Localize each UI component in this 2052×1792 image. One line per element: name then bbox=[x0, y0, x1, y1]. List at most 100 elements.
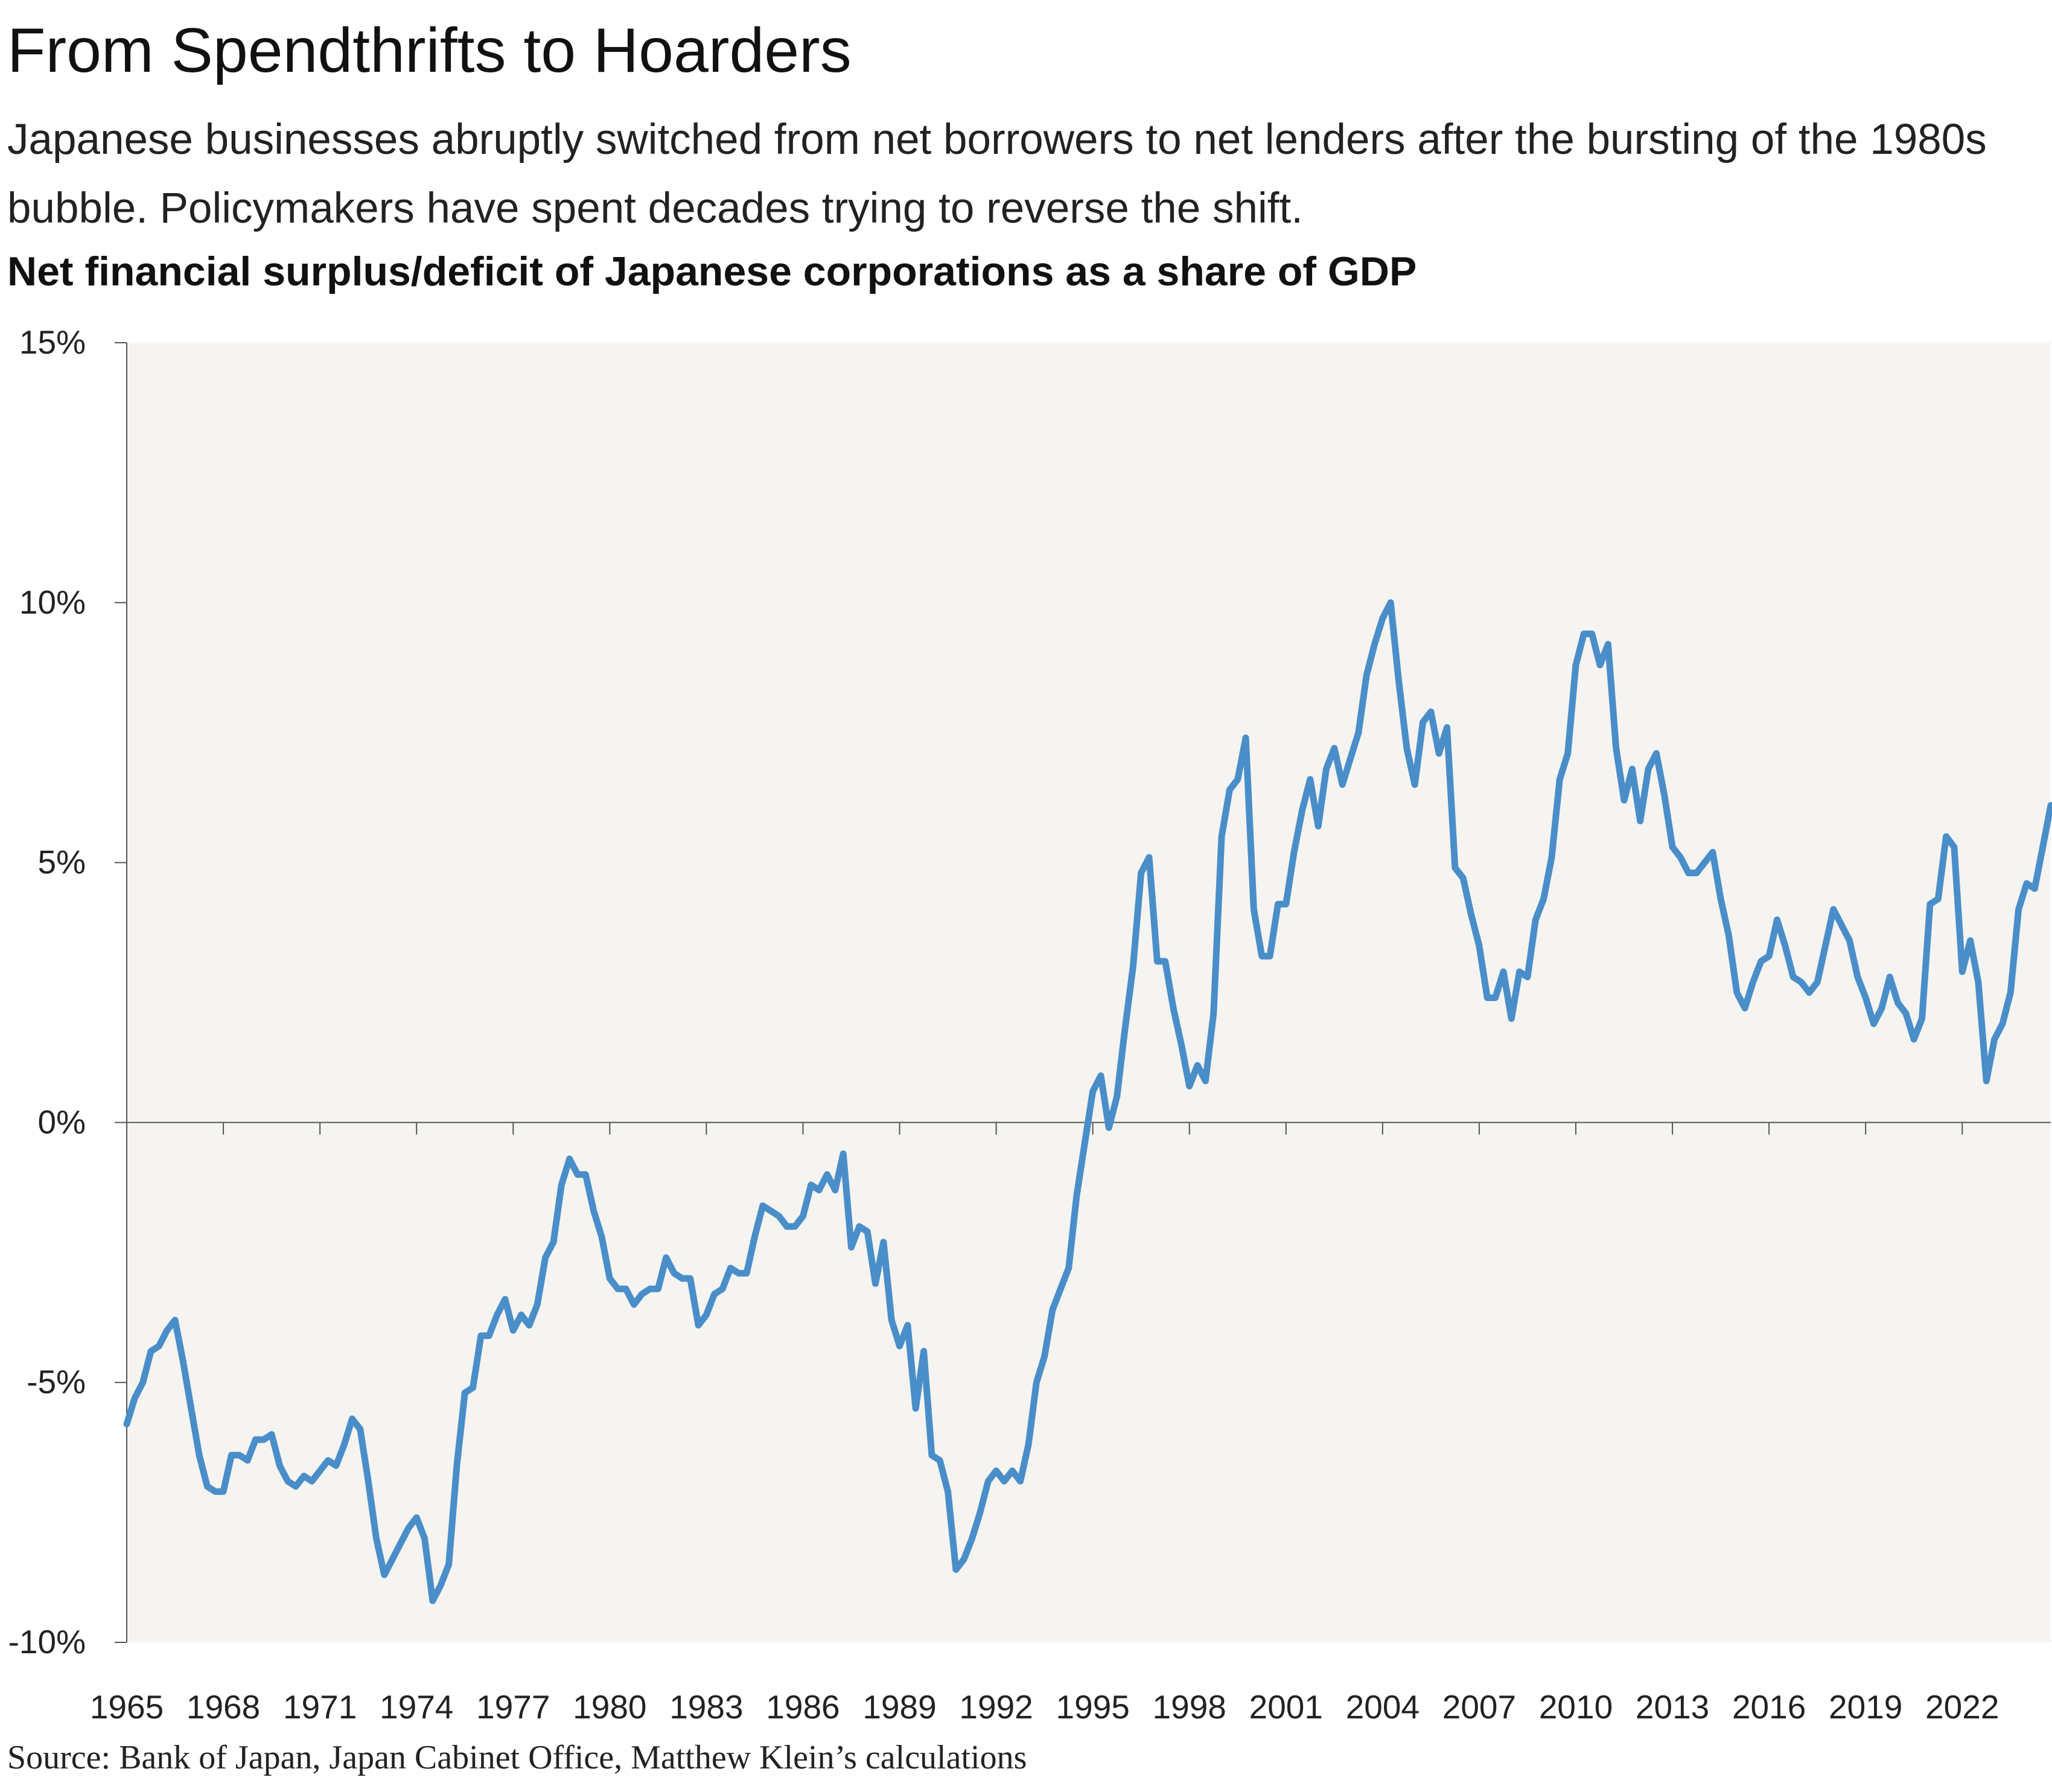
data-point bbox=[212, 1489, 218, 1495]
data-point bbox=[1878, 1005, 1885, 1011]
data-point bbox=[727, 1265, 734, 1271]
x-tick-label: 1986 bbox=[766, 1688, 840, 1726]
series-layer bbox=[123, 599, 2052, 1604]
x-tick-label: 1989 bbox=[862, 1688, 936, 1726]
data-point bbox=[655, 1286, 661, 1292]
data-point bbox=[824, 1171, 830, 1178]
data-point bbox=[301, 1473, 307, 1479]
data-point bbox=[1258, 953, 1265, 959]
data-point bbox=[156, 1342, 162, 1349]
x-tick-label: 1968 bbox=[186, 1688, 260, 1726]
data-point bbox=[518, 1312, 524, 1318]
data-point bbox=[1983, 1078, 1990, 1084]
data-point bbox=[413, 1514, 420, 1521]
data-point bbox=[1621, 797, 1627, 804]
x-tick-label: 2022 bbox=[1925, 1688, 1999, 1726]
data-point bbox=[1516, 968, 1523, 975]
data-point bbox=[663, 1254, 669, 1261]
data-point bbox=[1403, 745, 1410, 751]
data-point bbox=[1299, 807, 1305, 814]
data-point bbox=[1347, 755, 1354, 762]
data-point bbox=[856, 1223, 862, 1230]
data-point bbox=[1074, 1192, 1080, 1198]
data-point bbox=[1943, 833, 1949, 840]
data-point bbox=[188, 1405, 194, 1412]
data-point bbox=[558, 1181, 565, 1188]
data-point bbox=[1130, 963, 1136, 970]
data-point bbox=[2024, 880, 2030, 887]
data-point bbox=[1685, 869, 1692, 876]
data-point bbox=[744, 1270, 750, 1277]
data-point bbox=[928, 1452, 935, 1458]
data-point bbox=[1444, 724, 1450, 731]
data-point bbox=[1991, 1036, 1998, 1043]
data-point bbox=[1951, 844, 1957, 850]
data-point bbox=[1484, 994, 1491, 1001]
data-point bbox=[679, 1275, 686, 1282]
data-point bbox=[1822, 942, 1829, 949]
data-point bbox=[1790, 974, 1797, 980]
x-tick-label: 2019 bbox=[1829, 1688, 1902, 1726]
x-tick-label: 2007 bbox=[1442, 1688, 1516, 1726]
data-point bbox=[1234, 776, 1241, 783]
data-point bbox=[470, 1384, 476, 1391]
data-point bbox=[1098, 1072, 1104, 1079]
y-tick-label: 10% bbox=[19, 583, 86, 621]
data-point bbox=[1451, 865, 1458, 871]
data-point bbox=[397, 1540, 404, 1547]
data-point bbox=[590, 1207, 597, 1214]
data-point bbox=[1766, 953, 1773, 959]
data-point bbox=[1041, 1353, 1048, 1360]
data-point bbox=[494, 1312, 500, 1318]
data-point bbox=[1967, 937, 1974, 944]
data-point bbox=[840, 1151, 847, 1157]
data-point bbox=[317, 1467, 323, 1474]
data-point bbox=[1146, 854, 1152, 860]
data-point bbox=[1122, 1026, 1128, 1032]
x-tick-label: 1977 bbox=[476, 1688, 550, 1726]
data-point bbox=[1669, 844, 1676, 850]
chart-title: Net financial surplus/deficit of Japanes… bbox=[7, 249, 1417, 294]
data-point bbox=[614, 1286, 621, 1292]
data-point bbox=[1114, 1093, 1120, 1100]
data-point bbox=[124, 1421, 130, 1428]
data-point bbox=[1959, 968, 1966, 975]
data-point bbox=[888, 1317, 895, 1323]
data-point bbox=[977, 1509, 983, 1516]
data-point bbox=[445, 1561, 452, 1568]
data-point bbox=[1581, 631, 1587, 637]
data-point bbox=[566, 1155, 573, 1162]
data-point bbox=[1750, 979, 1756, 985]
data-point bbox=[647, 1286, 653, 1292]
data-point bbox=[575, 1171, 581, 1178]
data-point bbox=[1371, 641, 1378, 647]
data-point bbox=[1033, 1379, 1040, 1386]
data-point bbox=[832, 1187, 838, 1193]
page-subtitle: Japanese businesses abruptly switched fr… bbox=[7, 116, 1987, 232]
data-point bbox=[703, 1312, 710, 1318]
data-point bbox=[236, 1452, 243, 1458]
y-axis: 15% 10% 5% 0% -5% -10% bbox=[8, 323, 127, 1660]
data-point bbox=[1363, 672, 1370, 679]
data-point bbox=[276, 1463, 283, 1469]
x-axis: 1965 1968 1971 1974 1977 1980 1983 1986 1989 1992… bbox=[90, 1122, 2051, 1726]
y-tick-label: 5% bbox=[38, 844, 86, 881]
data-point bbox=[1935, 895, 1942, 902]
data-point bbox=[1388, 599, 1394, 606]
data-point bbox=[228, 1452, 235, 1458]
y-tick-label: -5% bbox=[27, 1363, 86, 1400]
data-point bbox=[1999, 1020, 2006, 1027]
data-point bbox=[244, 1457, 251, 1464]
data-point bbox=[325, 1457, 331, 1464]
data-point bbox=[1291, 849, 1298, 856]
data-point bbox=[904, 1322, 911, 1329]
data-point bbox=[1613, 745, 1619, 751]
data-point bbox=[1243, 734, 1249, 741]
data-point bbox=[1065, 1265, 1072, 1271]
data-point bbox=[1742, 1005, 1748, 1011]
source-note: Source: Bank of Japan, Japan Cabinet Off… bbox=[7, 1739, 1027, 1776]
data-point bbox=[1323, 766, 1330, 772]
y-tick-label: 0% bbox=[38, 1103, 86, 1140]
data-point bbox=[1774, 917, 1780, 923]
data-point bbox=[284, 1478, 291, 1484]
